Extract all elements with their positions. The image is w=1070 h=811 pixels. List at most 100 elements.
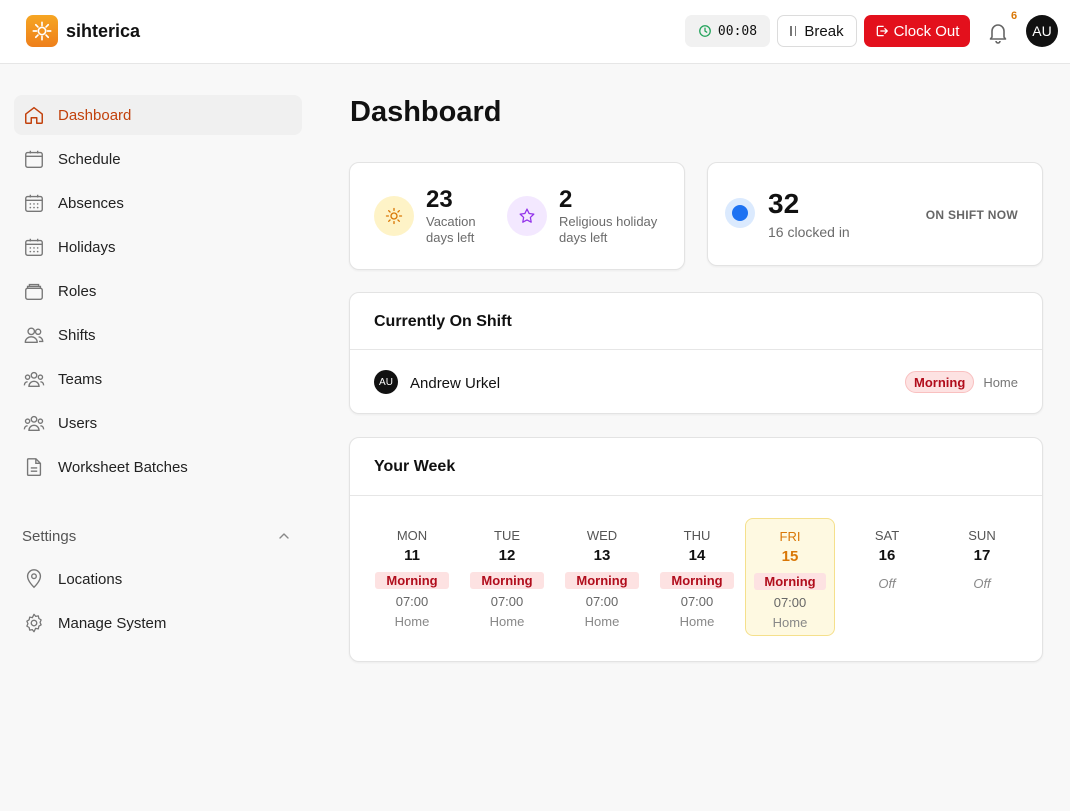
sidebar-item-label: Shifts xyxy=(58,327,96,344)
sidebar-item-label: Worksheet Batches xyxy=(58,459,188,476)
live-dot xyxy=(732,205,748,221)
clocked-in-count: 16 clocked in xyxy=(768,224,850,240)
sidebar-item-label: Dashboard xyxy=(58,107,132,124)
on-shift-card: 32 16 clocked in ON SHIFT NOW xyxy=(707,162,1043,266)
chevron-up-icon[interactable] xyxy=(278,530,290,542)
religious-label-line1: Religious holiday xyxy=(559,214,658,229)
your-week-card: Your Week MON 11 Morning 07:00 Home TUE … xyxy=(349,437,1043,662)
bell-icon[interactable] xyxy=(986,20,1010,44)
calendar-grid-icon xyxy=(25,238,43,256)
day-cell-mon[interactable]: MON 11 Morning 07:00 Home xyxy=(367,518,457,636)
day-cell-sat[interactable]: SAT 16 Off xyxy=(842,518,932,636)
vacation-label-line2: days left xyxy=(426,230,475,245)
shift-time: 07:00 xyxy=(490,594,524,609)
star-icon xyxy=(519,208,535,223)
location-text: Home xyxy=(983,375,1018,390)
sidebar-item-label: Holidays xyxy=(58,239,116,256)
vacation-label-line1: Vacation xyxy=(426,214,476,229)
shift-timer: 00:08 xyxy=(685,15,770,47)
day-number: 13 xyxy=(593,547,611,564)
currently-on-shift-card: Currently On Shift AU Andrew Urkel Morni… xyxy=(349,292,1043,414)
sidebar-item-users[interactable]: Users xyxy=(14,403,302,443)
vacation-days-value: 23 xyxy=(426,186,453,213)
religious-label-line2: days left xyxy=(559,230,608,245)
document-icon xyxy=(26,458,42,476)
religious-days-value: 2 xyxy=(559,186,573,213)
day-number: 17 xyxy=(973,547,991,564)
sidebar-item-label: Absences xyxy=(58,195,124,212)
sidebar-item-label: Locations xyxy=(58,571,123,588)
timer-value: 00:08 xyxy=(717,23,758,39)
day-number: 11 xyxy=(404,547,420,564)
shift-badge: Morning xyxy=(905,371,975,393)
clock-out-button[interactable]: Clock Out xyxy=(864,15,970,47)
day-name: SUN xyxy=(968,528,996,543)
sidebar-item-label: Schedule xyxy=(58,151,121,168)
sidebar-item-holidays[interactable]: Holidays xyxy=(14,227,302,267)
sidebar-item-label: Roles xyxy=(58,283,97,300)
shift-time: 07:00 xyxy=(773,595,807,610)
day-cell-wed[interactable]: WED 13 Morning 07:00 Home xyxy=(557,518,647,636)
shift-time: 07:00 xyxy=(680,594,714,609)
day-name: MON xyxy=(396,528,428,543)
team-icon xyxy=(23,371,45,388)
day-name: SAT xyxy=(874,528,900,543)
shift-tag: Morning xyxy=(565,572,639,589)
pause-icon xyxy=(790,26,797,36)
break-button[interactable]: Break xyxy=(777,15,857,47)
sidebar-item-absences[interactable]: Absences xyxy=(14,183,302,223)
top-bar: sihterica 00:08 Break Clock Out 6 AU xyxy=(0,0,1070,64)
shift-tag: Morning xyxy=(470,572,544,589)
day-cell-tue[interactable]: TUE 12 Morning 07:00 Home xyxy=(462,518,552,636)
card-title: Your Week xyxy=(374,458,456,475)
calendar-grid-icon xyxy=(25,194,43,212)
clock-icon xyxy=(699,25,711,37)
logo[interactable] xyxy=(26,15,58,47)
user-avatar[interactable]: AU xyxy=(1026,15,1058,47)
shift-time: 07:00 xyxy=(395,594,429,609)
shift-time: 07:00 xyxy=(585,594,619,609)
avatar: AU xyxy=(374,370,398,394)
shift-location: Home xyxy=(584,614,620,629)
sidebar-item-shifts[interactable]: Shifts xyxy=(14,315,302,355)
day-cell-thu[interactable]: THU 14 Morning 07:00 Home xyxy=(652,518,742,636)
card-title: Currently On Shift xyxy=(374,313,512,330)
sidebar-item-dashboard[interactable]: Dashboard xyxy=(14,95,302,135)
religious-days-label: Religious holiday days left xyxy=(559,214,657,246)
day-name: TUE xyxy=(494,528,520,543)
day-off-label: Off xyxy=(878,576,896,591)
vacation-days-label: Vacation days left xyxy=(426,214,476,246)
gear-icon xyxy=(26,613,42,633)
divider xyxy=(350,495,1042,496)
map-pin-icon xyxy=(26,569,42,589)
day-number: 14 xyxy=(688,547,706,564)
team-icon xyxy=(23,415,45,432)
day-number: 16 xyxy=(878,547,896,564)
sidebar-item-manage-system[interactable]: Manage System xyxy=(14,603,302,643)
sidebar-item-teams[interactable]: Teams xyxy=(14,359,302,399)
vacation-badge xyxy=(374,196,414,236)
live-indicator xyxy=(725,198,755,228)
day-cell-sun[interactable]: SUN 17 Off xyxy=(937,518,1027,636)
day-number: 15 xyxy=(781,548,799,565)
break-label: Break xyxy=(804,22,844,40)
day-cell-fri-today[interactable]: FRI 15 Morning 07:00 Home xyxy=(745,518,835,636)
home-icon xyxy=(25,106,43,124)
sidebar-item-schedule[interactable]: Schedule xyxy=(14,139,302,179)
day-name: FRI xyxy=(779,529,801,544)
sidebar-item-label: Teams xyxy=(58,371,103,388)
notification-count: 6 xyxy=(1011,10,1018,22)
day-off-label: Off xyxy=(973,576,991,591)
list-item[interactable]: AU Andrew Urkel Morning Home xyxy=(350,350,1042,414)
calendar-icon xyxy=(25,150,43,168)
sidebar-item-locations[interactable]: Locations xyxy=(14,559,302,599)
religious-badge xyxy=(507,196,547,236)
sidebar-item-worksheet-batches[interactable]: Worksheet Batches xyxy=(14,447,302,487)
users-icon xyxy=(24,327,44,344)
brand-name[interactable]: sihterica xyxy=(66,21,141,41)
sidebar-item-roles[interactable]: Roles xyxy=(14,271,302,311)
settings-section-label[interactable]: Settings xyxy=(22,528,77,545)
layers-icon xyxy=(25,283,43,300)
day-name: WED xyxy=(586,528,618,543)
shift-tag: Morning xyxy=(375,572,449,589)
